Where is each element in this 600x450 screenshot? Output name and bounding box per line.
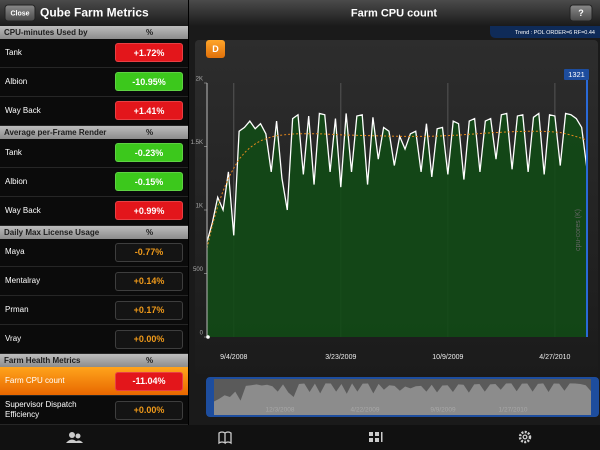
- overview: 12/3/2008 4/22/2009 9/9/2009 1/27/2010: [214, 383, 591, 415]
- overview-label: 4/22/2009: [351, 407, 380, 414]
- chart-title: Farm CPU count: [351, 7, 438, 19]
- metric-row[interactable]: Tank +1.72%: [0, 39, 188, 68]
- metric-label[interactable]: Albion: [5, 76, 28, 86]
- overview-handle[interactable]: [591, 378, 598, 416]
- metric-row[interactable]: Albion -10.95%: [0, 67, 188, 97]
- metric-label[interactable]: Way Back: [5, 105, 41, 115]
- tab-settings[interactable]: [518, 430, 532, 444]
- metric-label[interactable]: Supervisor Dispatch Efficiency: [5, 400, 77, 420]
- tab-people[interactable]: [66, 432, 83, 443]
- badge[interactable]: [206, 40, 225, 58]
- section-unit: %: [146, 127, 154, 137]
- close-button[interactable]: [4, 4, 36, 22]
- tab-bar: [0, 425, 600, 450]
- overview-handle[interactable]: [207, 378, 214, 416]
- metric-row[interactable]: Way Back +0.99%: [0, 196, 188, 226]
- close-label[interactable]: Close: [10, 10, 29, 17]
- value-label-box: [564, 69, 589, 80]
- metric-label[interactable]: Mentalray: [5, 276, 41, 286]
- series-line: [206, 130, 588, 249]
- metric-value[interactable]: +0.99%: [115, 201, 183, 221]
- help-label[interactable]: ?: [578, 8, 584, 18]
- section-header: Average per-Frame Render%: [0, 125, 188, 139]
- section-header: Farm Health Metrics%: [0, 354, 188, 368]
- trend-banner: [490, 26, 600, 38]
- value-label: 1321: [568, 70, 585, 79]
- metric-value[interactable]: -10.95%: [115, 72, 183, 92]
- section-title: CPU-minutes Used by: [4, 28, 88, 37]
- y-tick-label: 500: [193, 267, 204, 273]
- metric-value[interactable]: +0.00%: [115, 329, 183, 349]
- help-button[interactable]: [569, 4, 593, 22]
- metric-row[interactable]: Maya -0.77%: [0, 238, 188, 268]
- section-title: Daily Max License Usage: [4, 227, 100, 237]
- metrics-sidebar: CPU-minutes Used by% Tank +1.72% Albion -10.…: [0, 26, 188, 426]
- section-unit: %: [146, 28, 154, 37]
- metric-label[interactable]: Tank: [5, 147, 22, 157]
- metric-row[interactable]: Farm CPU count -11.04%: [0, 367, 188, 397]
- overview-label: 1/27/2010: [499, 407, 528, 414]
- metric-value[interactable]: -0.77%: [115, 242, 183, 262]
- y-tick-label: 2K: [196, 77, 203, 83]
- metric-label[interactable]: Farm CPU count: [5, 376, 65, 386]
- overview-label: 9/9/2009: [430, 407, 456, 414]
- metric-row[interactable]: Mentalray +0.14%: [0, 267, 188, 297]
- section-unit: %: [146, 227, 154, 237]
- y-tick-label: 1.5K: [191, 140, 203, 146]
- metric-value[interactable]: +0.00%: [115, 400, 183, 420]
- tab-grid[interactable]: [369, 432, 383, 442]
- overview-label: 12/3/2008: [266, 407, 295, 414]
- top-bar: [0, 0, 600, 26]
- x-tick-label: 4/27/2010: [539, 354, 570, 361]
- y-tick-label: 0: [200, 331, 204, 337]
- metric-label[interactable]: Vray: [5, 334, 22, 344]
- metric-label[interactable]: Maya: [5, 247, 25, 257]
- y-axis-label: cpu-cores (K): [575, 209, 582, 251]
- metric-label[interactable]: Prman: [5, 305, 29, 315]
- trend-label: Trend : POL ORDER=6 RF=0.44: [515, 30, 595, 36]
- metric-value[interactable]: +1.41%: [115, 101, 183, 121]
- metric-value[interactable]: +0.14%: [115, 271, 183, 291]
- metric-row[interactable]: Vray +0.00%: [0, 325, 188, 355]
- metric-label[interactable]: Tank: [5, 47, 22, 57]
- metric-value[interactable]: -0.23%: [115, 143, 183, 163]
- badge-label[interactable]: D: [212, 44, 219, 54]
- metric-label[interactable]: Albion: [5, 176, 28, 186]
- origin-dot: [206, 335, 210, 339]
- metric-row[interactable]: Tank -0.23%: [0, 138, 188, 168]
- overview-area: [214, 383, 591, 415]
- x-tick-label: 9/4/2008: [220, 354, 247, 361]
- section-title: Average per-Frame Render: [4, 127, 107, 137]
- app-title: Qube Farm Metrics: [40, 6, 149, 20]
- metric-row[interactable]: Prman +0.17%: [0, 296, 188, 326]
- metric-label[interactable]: Way Back: [5, 205, 41, 215]
- series-area: [207, 113, 587, 337]
- section-title: Farm Health Metrics: [4, 356, 81, 366]
- metric-row[interactable]: Supervisor Dispatch Efficiency +0.00%: [0, 396, 188, 426]
- section-header: CPU-minutes Used by%: [0, 26, 188, 39]
- x-tick-label: 3/23/2009: [325, 354, 356, 361]
- tab-book[interactable]: [218, 431, 232, 445]
- metric-value[interactable]: +1.72%: [115, 43, 183, 63]
- metric-value[interactable]: +0.17%: [115, 300, 183, 320]
- metric-value[interactable]: -11.04%: [115, 371, 183, 391]
- metric-row[interactable]: Way Back +1.41%: [0, 96, 188, 126]
- plot: 0 500 1K 1.5K 2K 9/4/2008 3/23/2009 10/9/2009 4/…: [191, 69, 589, 361]
- y-tick-label: 1K: [196, 204, 203, 210]
- section-header: Daily Max License Usage%: [0, 225, 188, 239]
- metric-value[interactable]: -0.15%: [115, 172, 183, 192]
- section-unit: %: [146, 356, 154, 366]
- metric-row[interactable]: Albion -0.15%: [0, 167, 188, 197]
- series-line: [206, 112, 588, 242]
- x-tick-label: 10/9/2009: [432, 354, 463, 361]
